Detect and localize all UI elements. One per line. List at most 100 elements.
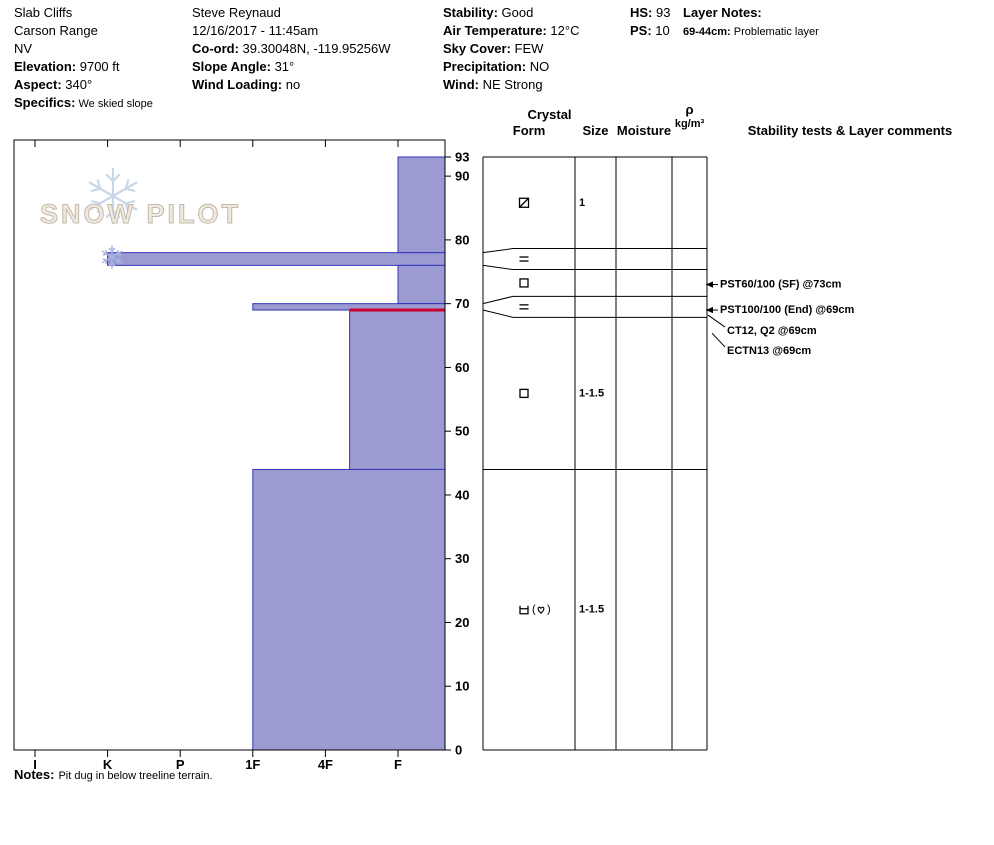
notes-label: Notes: — [14, 767, 55, 782]
header-col-location: Slab Cliffs Carson Range NV Elevation: 9700… — [14, 4, 153, 112]
chart-frame — [13, 139, 446, 751]
header-line: Elevation: 9700 ft — [14, 58, 153, 76]
field-label: Wind Loading: — [192, 77, 283, 92]
field-value: 12°C — [546, 23, 580, 38]
header-line: Slope Angle: 31° — [192, 58, 390, 76]
row-connector-line — [482, 248, 514, 254]
layer-bar-44-0cm — [252, 468, 446, 751]
figure-line — [124, 179, 130, 190]
header-col-conditions: Stability: Good Air Temperature: 12°C Sky … — [443, 4, 579, 94]
square-slash-grain-icon — [519, 197, 529, 208]
heart-grain-icon — [537, 606, 545, 614]
row-connector-line — [482, 309, 514, 318]
field-value: Steve Reynaud — [192, 5, 281, 20]
field-value: NE Strong — [478, 77, 543, 92]
figure-line — [124, 202, 130, 213]
comments-column-header: Stability tests & Layer comments — [747, 123, 953, 138]
figure-line — [90, 187, 102, 192]
layer-bar-78-76cm — [107, 252, 446, 266]
grain-size-value: 1-1.5 — [579, 604, 604, 616]
depth-tick-label: 10 — [455, 679, 469, 694]
paren: ( — [532, 604, 536, 616]
field-label: Co-ord: — [192, 41, 239, 56]
field-value: 9700 ft — [76, 59, 120, 74]
header-line: Aspect: 340° — [14, 76, 153, 94]
figure-line — [105, 173, 115, 183]
snowflake-icon-small — [101, 245, 123, 269]
field-value: 93 — [652, 5, 671, 20]
field-label: 69-44cm: — [683, 26, 731, 38]
figure-line — [111, 194, 138, 211]
field-label: Precipitation: — [443, 59, 527, 74]
field-value: NV — [14, 41, 33, 56]
figure-line — [105, 249, 108, 255]
field-label: Elevation: — [14, 59, 77, 74]
header-line: Sky Cover: FEW — [443, 40, 579, 58]
header-line: PS: 10 — [630, 22, 670, 40]
figure-line — [124, 187, 136, 192]
stability-test-label: PST60/100 (SF) @73cm — [720, 279, 842, 291]
field-value: no — [282, 77, 301, 92]
field-label: Aspect: — [14, 77, 62, 92]
field-label: Wind: — [443, 77, 479, 92]
header-line: Wind Loading: no — [192, 76, 390, 94]
field-value: Problematic layer — [730, 26, 819, 38]
figure-line — [90, 200, 102, 205]
field-value: Slab Cliffs — [14, 5, 73, 20]
header-line: Air Temperature: 12°C — [443, 22, 579, 40]
square-slash-grain-icon — [518, 197, 530, 208]
figure-line — [116, 253, 122, 256]
depth-tick-label: 20 — [455, 615, 469, 630]
figure-line — [105, 209, 115, 219]
header-line: Co-ord: 39.30048N, -119.95256W — [192, 40, 390, 58]
hardness-tick-label: I — [33, 757, 37, 772]
paren: ) — [547, 604, 551, 616]
square-grain-icon — [519, 278, 529, 288]
layer-bar-76-70cm — [397, 264, 446, 305]
field-value: We skied slope — [75, 98, 153, 110]
crystal-group-header: Crystal — [527, 107, 572, 122]
field-value: 12/16/2017 - 11:45am — [192, 23, 319, 38]
header-col-layer-notes: Layer Notes: 69-44cm: Problematic layer — [683, 4, 819, 40]
snowpilot-logo: SNOW PILOT — [40, 199, 241, 230]
hardness-tick-label: K — [103, 757, 113, 772]
problematic-layer-flag — [349, 308, 445, 312]
field-value: 31° — [270, 59, 295, 74]
test-leader-line — [707, 314, 726, 328]
form-column-header: Form — [512, 123, 546, 138]
density-units-header: kg/m³ — [674, 118, 705, 130]
header-line: Layer Notes: — [683, 4, 819, 22]
header-line: 69-44cm: Problematic layer — [683, 22, 819, 40]
depth-tick-label: 70 — [455, 296, 469, 311]
header-line: HS: 93 — [630, 4, 670, 22]
field-label: Stability: — [443, 5, 498, 20]
depth-tick-label: 80 — [455, 232, 469, 247]
header-col-observer: Steve Reynaud 12/16/2017 - 11:45am Co-ord:… — [192, 4, 390, 94]
depth-tick-label: 40 — [455, 487, 469, 502]
hardness-tick-label: P — [176, 757, 185, 772]
hardness-tick-label: 1F — [245, 757, 260, 772]
field-label: Slope Angle: — [192, 59, 271, 74]
field-label: Specifics: — [14, 95, 76, 110]
test-leader-line — [711, 332, 726, 348]
stability-test-label: CT12, Q2 @69cm — [727, 325, 817, 337]
header-line: Slab Cliffs — [14, 4, 153, 22]
notes-value: Pit dug in below treeline terrain. — [58, 770, 213, 782]
figure-line — [102, 258, 108, 261]
row-connector-line — [482, 295, 514, 305]
depth-tick-label: 50 — [455, 424, 469, 439]
header-line: Specifics: We skied slope — [14, 94, 153, 112]
layer-bar-93-78cm — [397, 156, 446, 254]
figure-line — [111, 247, 116, 252]
field-label: Layer Notes: — [683, 5, 762, 20]
layer-bar-69-44cm — [349, 309, 446, 470]
moisture-column-header: Moisture — [616, 123, 672, 138]
figure-line — [111, 181, 138, 198]
header-line: Wind: NE Strong — [443, 76, 579, 94]
field-value: 340° — [61, 77, 93, 92]
size-column-header: Size — [582, 123, 609, 138]
field-value: Carson Range — [14, 23, 98, 38]
header-line: NV — [14, 40, 153, 58]
density-symbol-header: ρ — [685, 102, 694, 117]
